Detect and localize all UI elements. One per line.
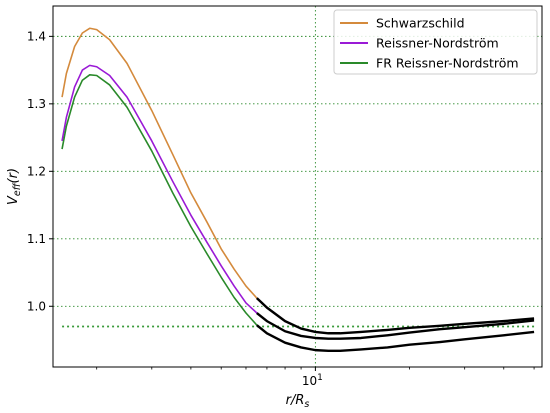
y-tick-label: 1.2 (27, 165, 46, 179)
legend-box (333, 9, 538, 75)
series-layer (61, 27, 535, 353)
legend: Schwarzschild Reissner-Nordström FR Reissn… (333, 9, 538, 75)
axis-labels: r/Rs Veff(r) (6, 168, 309, 410)
grid (53, 6, 542, 367)
y-tick-label: 1.4 (27, 30, 46, 44)
series-line-1 (61, 64, 268, 322)
y-tick-label: 1.1 (27, 232, 46, 246)
axes (52, 5, 543, 368)
series-tail-0 (256, 297, 535, 335)
y-tick-label: 1.0 (27, 300, 46, 314)
series-line-0 (61, 27, 268, 309)
axes-frame (52, 5, 543, 368)
series-tail-1 (256, 312, 535, 340)
series-tail-2 (256, 324, 535, 353)
series-line-2 (61, 74, 268, 334)
legend-label-2: FR Reissner-Nordström (376, 55, 519, 70)
legend-label-1: Reissner-Nordström (376, 35, 499, 50)
ticks: 1.0 1.1 1.2 1.3 1.4 101 (27, 30, 535, 388)
x-axis-label: r/Rs (286, 393, 310, 410)
legend-label-0: Schwarzschild (376, 15, 465, 30)
x-tick-label: 101 (302, 373, 323, 388)
y-axis-label: Veff(r) (6, 168, 23, 205)
y-tick-label: 1.3 (27, 97, 46, 111)
